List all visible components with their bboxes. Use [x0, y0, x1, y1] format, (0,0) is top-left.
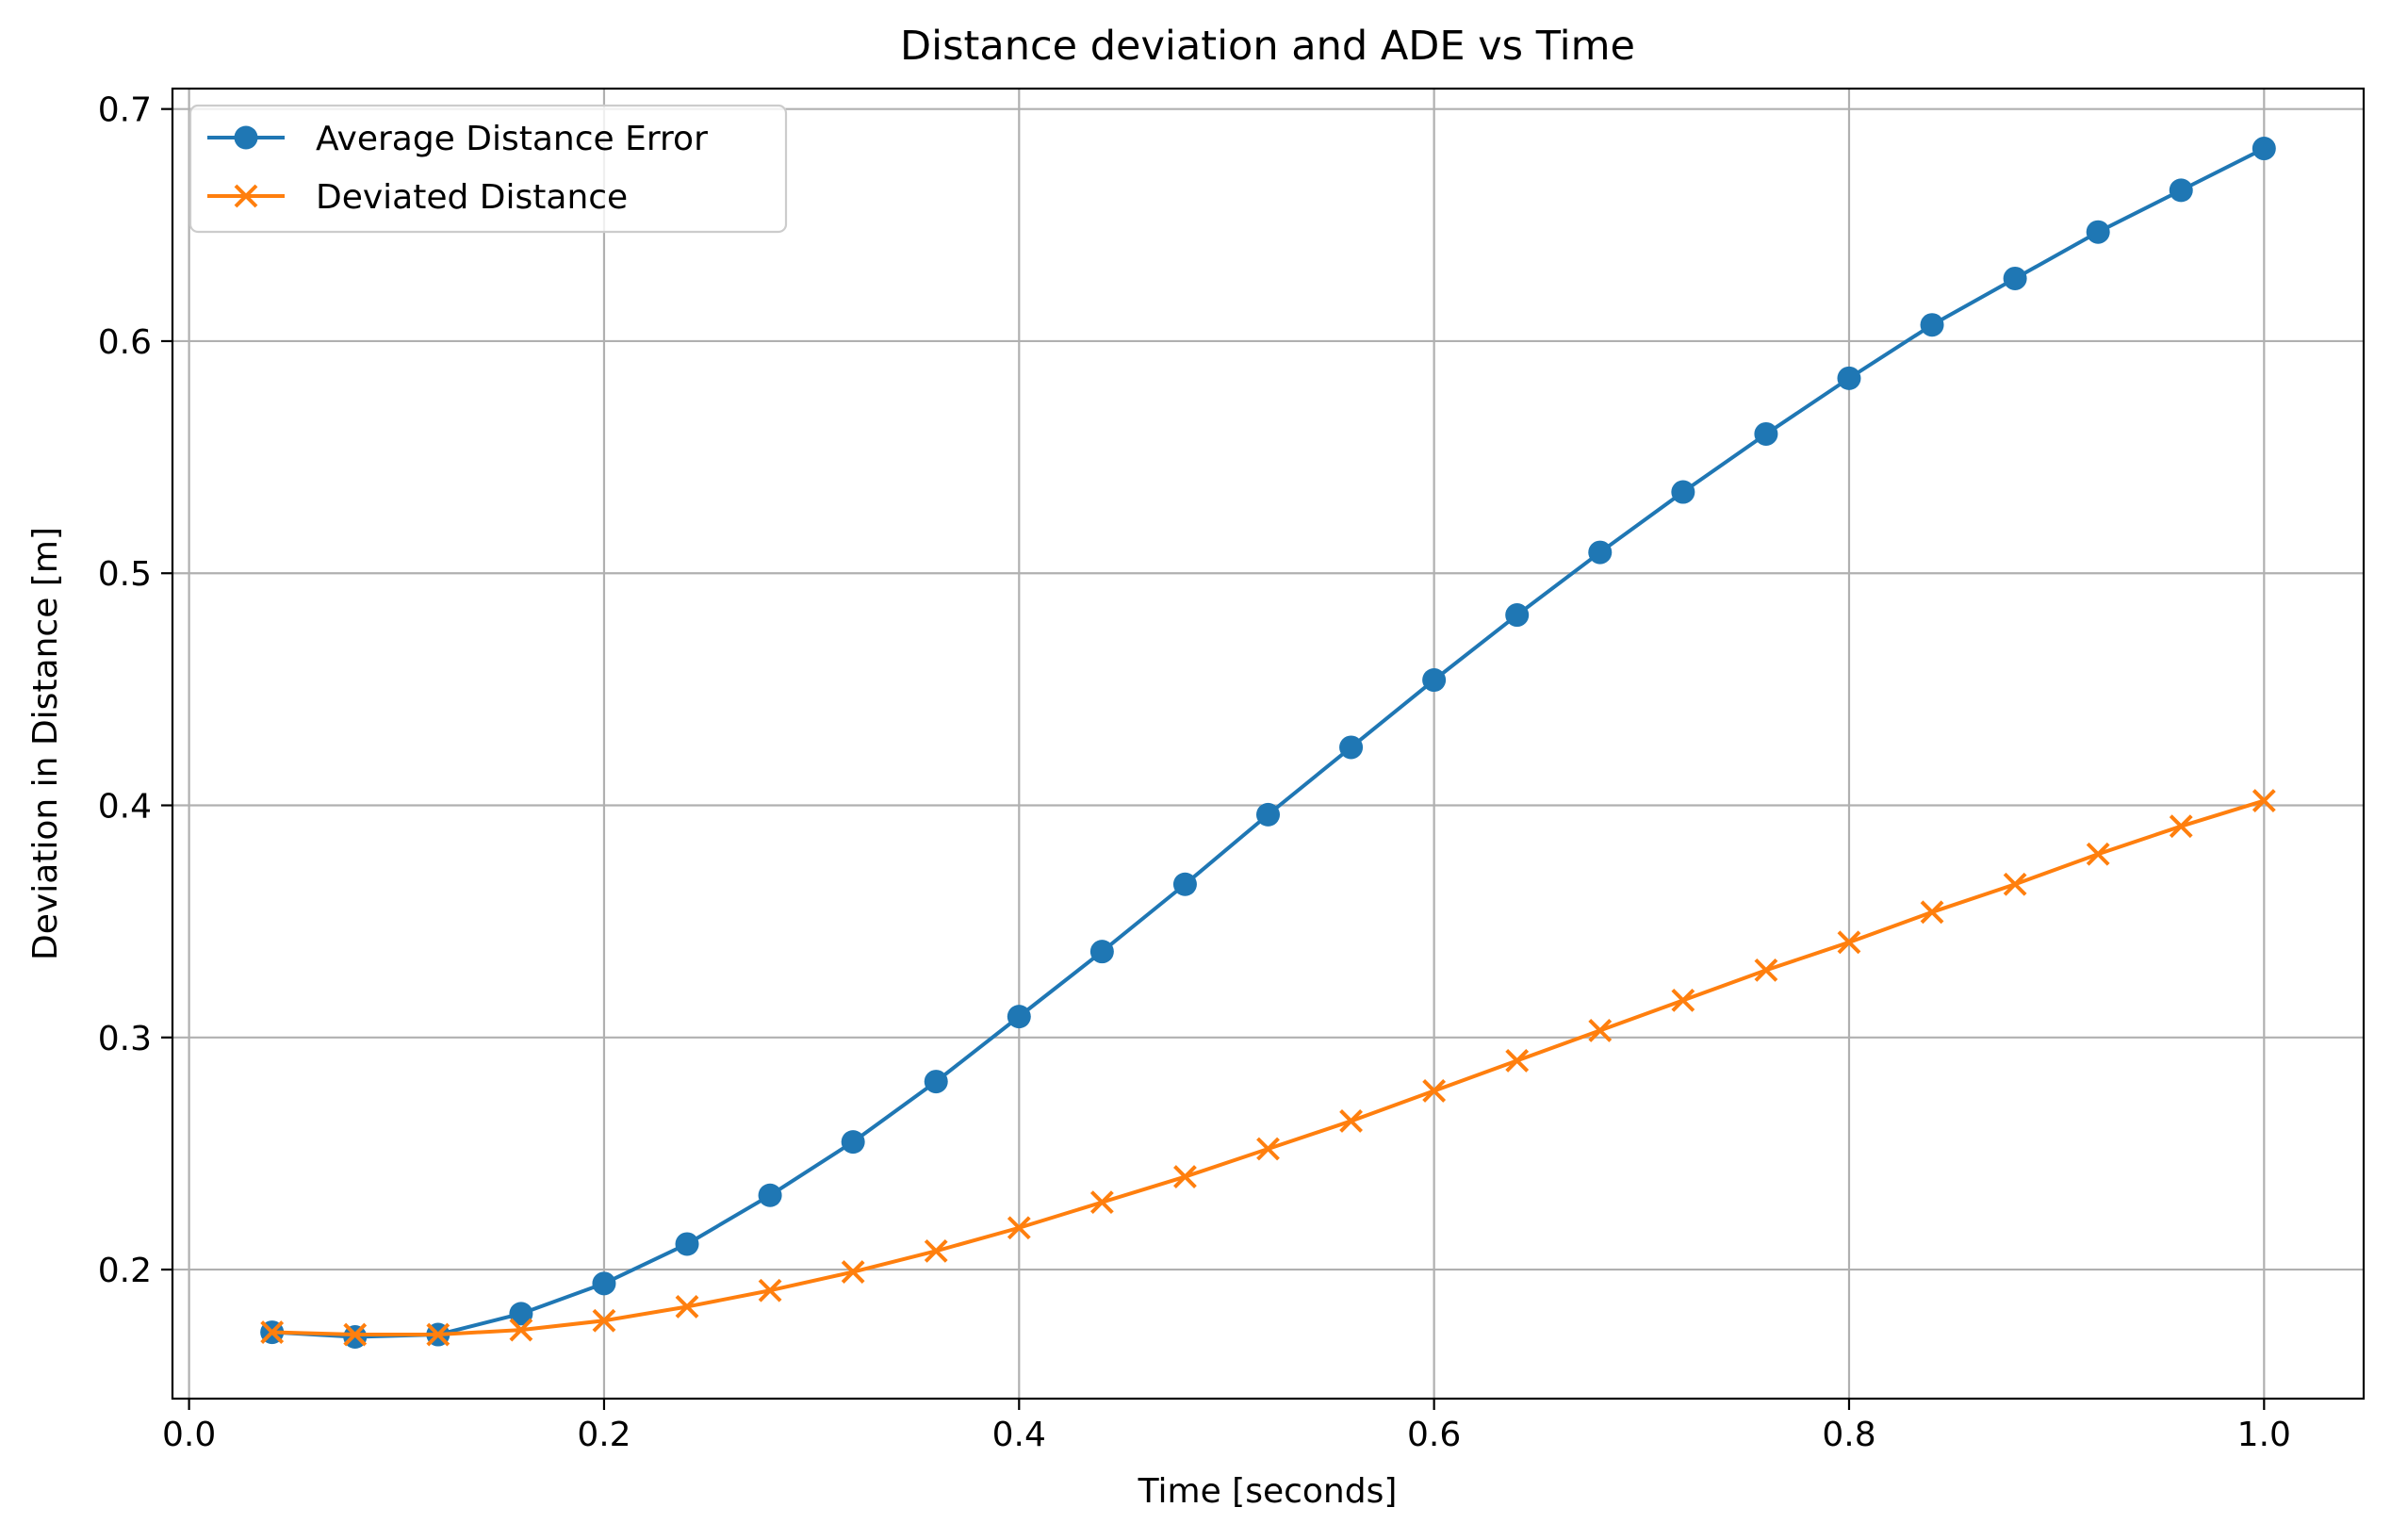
data-point: [924, 1070, 948, 1094]
plot-area: [172, 89, 2364, 1399]
data-point: [758, 1278, 782, 1302]
x-tick-label: 0.0: [162, 1416, 216, 1454]
x-tick-label: 1.0: [2237, 1416, 2291, 1454]
legend-label-deviated: Deviated Distance: [316, 178, 628, 217]
data-point: [1754, 958, 1778, 982]
data-point: [924, 1238, 948, 1263]
data-point: [2086, 842, 2110, 866]
data-point: [1173, 1165, 1197, 1188]
data-point: [1837, 930, 1861, 955]
data-point: [1339, 1109, 1363, 1133]
data-point: [426, 1322, 450, 1347]
data-point: [2252, 789, 2276, 812]
data-point: [675, 1295, 699, 1319]
x-tick-label: 0.4: [992, 1416, 1046, 1454]
data-point: [260, 1320, 285, 1344]
legend-box: [188, 104, 788, 234]
x-tick-label: 0.6: [1407, 1416, 1461, 1454]
data-point: [2086, 220, 2110, 244]
data-point: [1007, 1216, 1031, 1240]
data-point: [1256, 1137, 1280, 1161]
data-point: [1588, 1018, 1613, 1042]
data-point: [1172, 872, 1197, 896]
data-point: [758, 1183, 782, 1207]
legend-marker-ade: [234, 125, 258, 150]
y-tick-label: 0.2: [98, 1252, 152, 1290]
x-tick-label: 0.8: [1822, 1416, 1875, 1454]
y-axis-label: Deviation in Distance [m]: [26, 527, 65, 960]
y-tick-label: 0.7: [98, 91, 152, 130]
data-point: [1505, 603, 1530, 628]
data-point: [1089, 940, 1114, 964]
data-point: [1339, 735, 1364, 760]
data-point: [1588, 540, 1613, 565]
series-deviated-distance: [260, 789, 2276, 1347]
data-point: [1754, 421, 1778, 446]
y-tick-label: 0.6: [98, 323, 152, 362]
y-tick-label: 0.3: [98, 1020, 152, 1058]
data-point: [2252, 137, 2276, 161]
data-point: [509, 1318, 533, 1342]
chart-title: Distance deviation and ADE vs Time: [900, 23, 1635, 70]
series-average-distance-error: [260, 137, 2276, 1349]
data-point: [1505, 1049, 1530, 1073]
data-point: [509, 1302, 533, 1326]
y-axis-ticks: 0.2 0.3 0.4 0.5 0.6 0.7: [98, 91, 172, 1290]
y-tick-label: 0.5: [98, 555, 152, 594]
data-point: [841, 1260, 865, 1284]
data-point: [2003, 266, 2027, 290]
data-point: [1920, 900, 1944, 925]
grid: [172, 89, 2364, 1399]
plot-frame: [171, 87, 2366, 1401]
legend-label-ade: Average Distance Error: [316, 120, 708, 158]
data-point: [2003, 872, 2027, 896]
data-point: [1837, 366, 1861, 390]
data-point: [343, 1322, 368, 1347]
x-axis-label: Time [seconds]: [1138, 1472, 1398, 1511]
data-point: [1256, 802, 1280, 827]
data-point: [1671, 988, 1695, 1012]
data-point: [675, 1232, 699, 1256]
data-point: [1422, 1079, 1447, 1103]
data-point: [592, 1308, 616, 1333]
legend: Average Distance Error Deviated Distance: [188, 104, 788, 234]
data-point: [592, 1271, 616, 1296]
data-point: [1007, 1005, 1031, 1029]
data-point: [1920, 313, 1944, 337]
legend-marker-deviated: [234, 184, 258, 208]
series-layer: [260, 137, 2276, 1349]
x-tick-label: 0.2: [577, 1416, 631, 1454]
data-point: [1422, 668, 1447, 693]
x-axis-ticks: 0.0 0.2 0.4 0.6 0.8 1.0: [162, 1399, 2291, 1454]
data-point: [1089, 1190, 1114, 1215]
data-point: [1671, 480, 1695, 504]
y-tick-label: 0.4: [98, 788, 152, 827]
data-point: [2169, 814, 2193, 839]
data-point: [841, 1130, 865, 1155]
data-point: [2169, 178, 2193, 203]
